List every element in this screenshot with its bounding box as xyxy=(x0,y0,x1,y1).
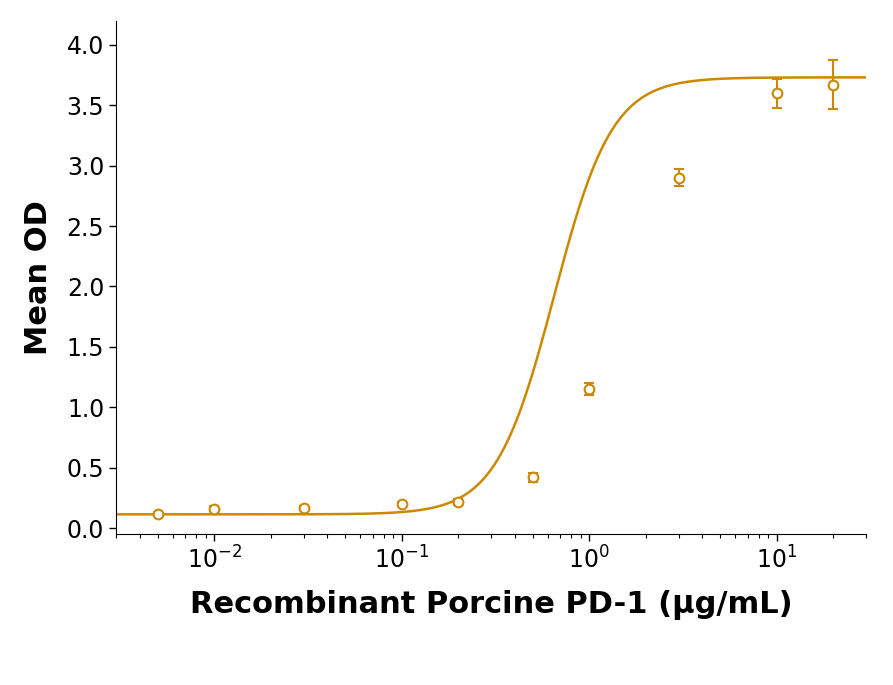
X-axis label: Recombinant Porcine PD-1 (μg/mL): Recombinant Porcine PD-1 (μg/mL) xyxy=(190,590,792,620)
Y-axis label: Mean OD: Mean OD xyxy=(24,200,53,355)
